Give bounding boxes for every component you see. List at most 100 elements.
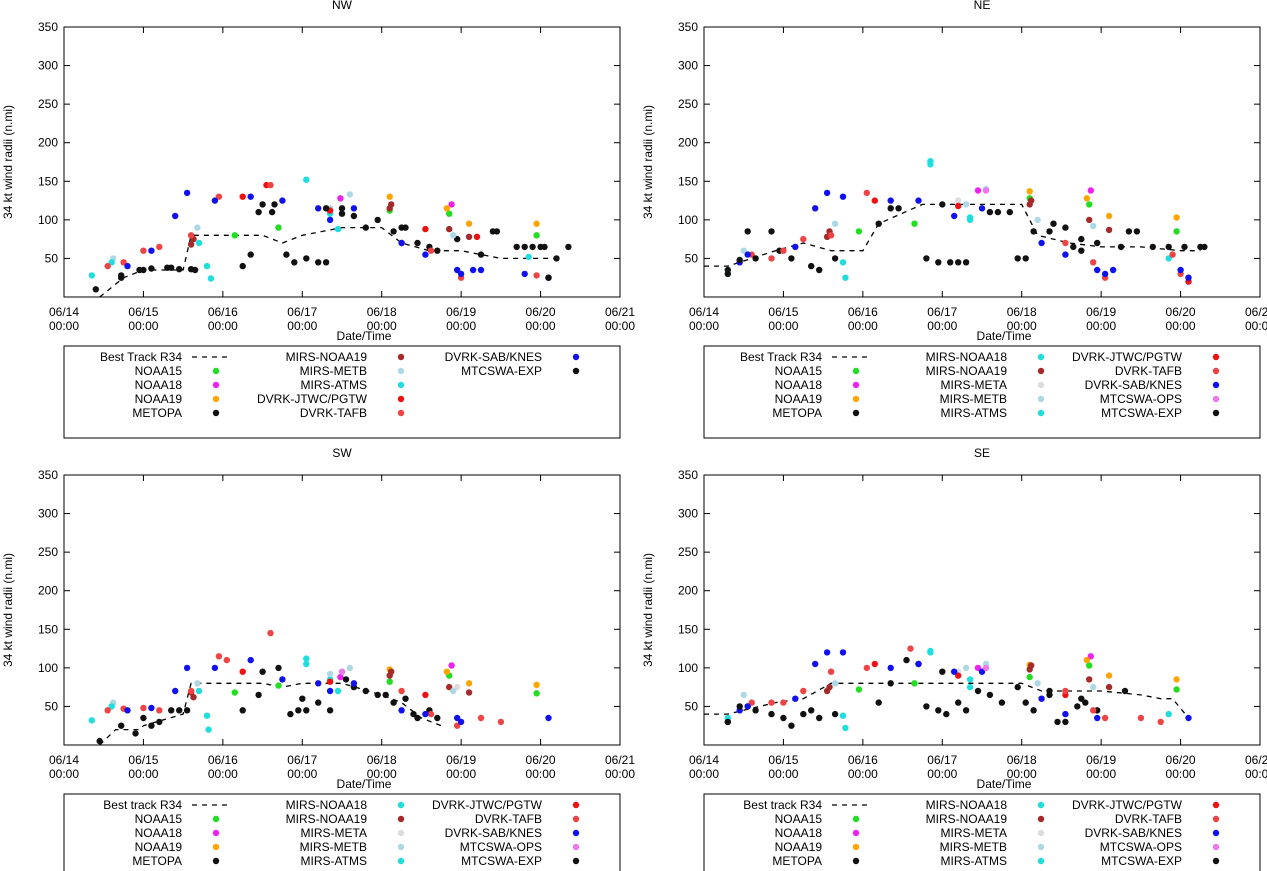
nw-point-dvrk-tafb bbox=[533, 272, 540, 279]
se-point-mtcswa-exp bbox=[939, 668, 946, 675]
se-point-metopa bbox=[788, 722, 795, 729]
se-point-dvrk-tafb bbox=[1101, 714, 1109, 722]
nw-point-dvrk-tafb bbox=[215, 193, 223, 200]
se-legend-swatch-mtcswa-exp bbox=[1212, 857, 1220, 865]
sw-point-noaa15 bbox=[231, 689, 238, 696]
ne-point-dvrk-sab-knes bbox=[1177, 266, 1184, 274]
sw-plot-area bbox=[88, 629, 552, 745]
sw-point-mtcswa-exp bbox=[255, 691, 262, 699]
se-legend-swatch-mirs-atms bbox=[1037, 857, 1045, 865]
ne-legend-label: NOAA15 bbox=[775, 364, 823, 378]
sw-point-dvrk-tafb bbox=[156, 707, 163, 714]
se-point-metopa bbox=[943, 710, 950, 718]
ne-legend-label: NOAA18 bbox=[775, 378, 823, 392]
se-xtick-label: 06/20 bbox=[1166, 753, 1196, 767]
se-point-metopa bbox=[780, 714, 787, 722]
ne-ytick-label: 100 bbox=[678, 213, 698, 227]
ne-ylabel: 34 kt wind radii (n.mi) bbox=[641, 105, 655, 219]
ne-point-noaa18 bbox=[1087, 187, 1094, 194]
sw-legend-swatch-dvrk-tafb bbox=[572, 815, 580, 823]
ne-point-noaa15 bbox=[911, 220, 918, 227]
se-plot-area bbox=[704, 645, 1192, 732]
ne-point-dvrk-sab-knes bbox=[839, 193, 847, 200]
ne-ytick-label: 250 bbox=[678, 97, 698, 111]
nw-legend-swatch-noaa15 bbox=[212, 367, 220, 375]
se-point-dvrk-tafb bbox=[1157, 718, 1164, 726]
se-xtick-label: 06/21 bbox=[1245, 753, 1267, 767]
ne-legend-label: MIRS-NOAA18 bbox=[926, 350, 1008, 364]
ne-title: NE bbox=[974, 0, 991, 12]
se-xlabel: Date/Time bbox=[977, 777, 1032, 791]
se-point-mirs-noaa19 bbox=[1028, 662, 1035, 669]
ne-legend-label: NOAA19 bbox=[775, 392, 823, 406]
sw-point-mirs-noaa19 bbox=[388, 668, 395, 675]
nw-point-metopa bbox=[303, 255, 310, 262]
se-point-dvrk-sab-knes bbox=[915, 660, 922, 668]
ne-point-mtcswa-exp bbox=[752, 255, 759, 262]
sw-point-noaa19 bbox=[443, 668, 450, 675]
ne-point-dvrk-jtwc-pgtw bbox=[955, 202, 962, 210]
se-point-dvrk-tafb bbox=[1137, 714, 1145, 722]
se-point-noaa15 bbox=[1086, 662, 1093, 669]
se-xtick-label-time: 00:00 bbox=[689, 767, 719, 781]
nw-ytick-label: 200 bbox=[38, 136, 58, 150]
se-point-mirs-atms bbox=[839, 712, 847, 719]
se-point-metopa bbox=[962, 707, 970, 714]
nw-point-noaa19 bbox=[533, 220, 540, 227]
sw-ytick-label: 300 bbox=[38, 507, 58, 521]
sw-point-dvrk-sab-knes bbox=[398, 707, 405, 714]
panel-se: SE3503002502001501005006/1400:0006/1500:… bbox=[641, 446, 1267, 871]
se-point-dvrk-sab-knes bbox=[812, 660, 819, 668]
se-xtick-label: 06/19 bbox=[1086, 753, 1116, 767]
se-xtick-label-time: 00:00 bbox=[1086, 767, 1116, 781]
nw-point-dvrk-tafb bbox=[427, 247, 435, 254]
sw-point-dvrk-tafb bbox=[187, 687, 195, 695]
nw-point-metopa bbox=[374, 216, 381, 224]
se-xtick-label-time: 00:00 bbox=[1007, 767, 1037, 781]
nw-point-metopa bbox=[315, 259, 322, 266]
nw-point-mirs-atms bbox=[195, 239, 203, 247]
nw-xtick-label-time: 00:00 bbox=[208, 319, 238, 333]
se-point-dvrk-tafb bbox=[780, 699, 787, 706]
nw-ylabel: 34 kt wind radii (n.mi) bbox=[1, 105, 15, 219]
ne-point-mirs-metb bbox=[1034, 216, 1041, 224]
sw-legend-label: METOPA bbox=[132, 854, 182, 868]
sw-legend-label: MIRS-ATMS bbox=[301, 854, 367, 868]
nw-point-mirs-atms bbox=[525, 253, 532, 261]
ne-point-metopa bbox=[1094, 239, 1101, 247]
sw-point-metopa bbox=[259, 668, 266, 675]
nw-point-dvrk-sab-knes bbox=[398, 239, 405, 247]
sw-xtick-label: 06/14 bbox=[49, 753, 79, 767]
se-xtick-label: 06/18 bbox=[1007, 753, 1037, 767]
ne-legend-swatch-dvrk-sab-knes bbox=[1212, 381, 1220, 389]
panel-sw: SW3503002502001501005006/1400:0006/1500:… bbox=[1, 446, 635, 871]
ne-xtick-label: 06/21 bbox=[1245, 305, 1267, 319]
ne-xtick-label-time: 00:00 bbox=[1245, 319, 1267, 333]
ne-point-dvrk-sab-knes bbox=[744, 251, 751, 258]
se-ytick-label: 100 bbox=[678, 661, 698, 675]
sw-legend-swatch-mtcswa-ops bbox=[572, 843, 580, 851]
nw-point-dvrk-sab-knes bbox=[247, 193, 254, 200]
sw-legend-label: MIRS-NOAA18 bbox=[286, 798, 368, 812]
se-ytick-label: 200 bbox=[678, 584, 698, 598]
ne-point-metopa bbox=[1030, 228, 1037, 235]
ne-xtick-label-time: 00:00 bbox=[1166, 319, 1196, 333]
ne-legend-label: METOPA bbox=[772, 406, 822, 420]
se-point-noaa15 bbox=[1173, 686, 1180, 693]
sw-ylabel: 34 kt wind radii (n.mi) bbox=[1, 553, 15, 667]
ne-point-dvrk-tafb bbox=[863, 189, 870, 197]
se-point-dvrk-tafb bbox=[768, 699, 775, 706]
nw-xtick-label: 06/19 bbox=[446, 305, 476, 319]
ne-ytick-label: 350 bbox=[678, 20, 698, 34]
sw-point-dvrk-tafb bbox=[104, 707, 111, 714]
sw-point-metopa bbox=[156, 718, 163, 726]
ne-legend-label: Best Track R34 bbox=[740, 350, 822, 364]
nw-point-metopa bbox=[148, 265, 155, 272]
sw-xtick-label-time: 00:00 bbox=[287, 767, 317, 781]
ne-point-dvrk-sab-knes bbox=[1094, 266, 1101, 274]
sw-point-mirs-metb bbox=[326, 670, 334, 678]
nw-point-metopa bbox=[521, 243, 528, 251]
se-point-metopa bbox=[935, 707, 942, 714]
ne-point-dvrk-tafb bbox=[800, 235, 807, 243]
ne-legend-label: DVRK-SAB/KNES bbox=[1085, 378, 1182, 392]
